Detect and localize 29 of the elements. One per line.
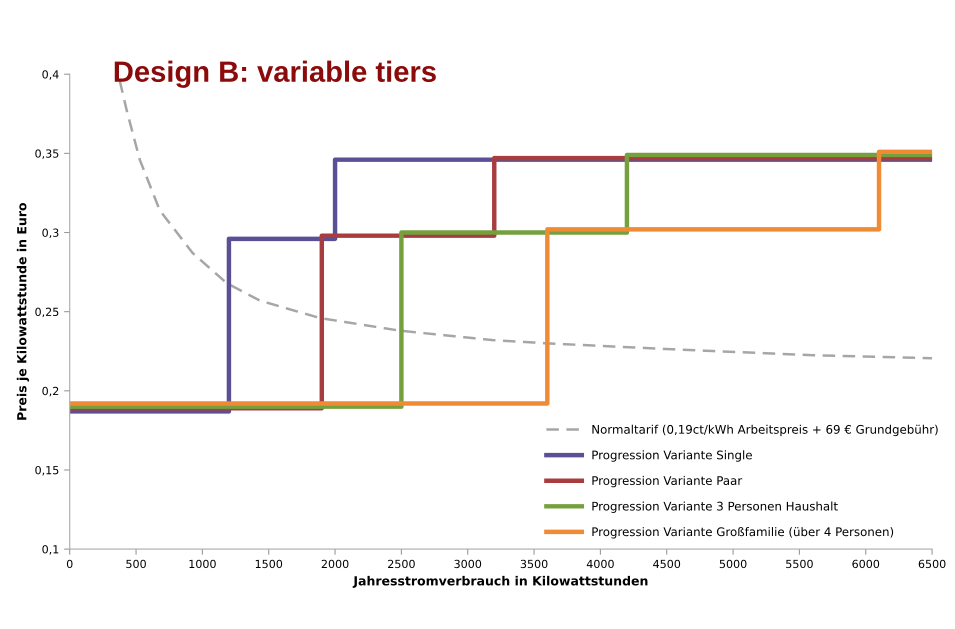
y-tick-label: 0,3: [42, 228, 58, 238]
legend-label: Progression Variante Single: [592, 450, 752, 462]
chart-title: Design B: variable tiers: [114, 60, 436, 88]
x-tick-label: 0: [66, 560, 73, 568]
y-tick-label: 0,2: [42, 386, 58, 396]
x-tick-label: 3000: [454, 560, 482, 568]
y-tick-label: 0,15: [35, 466, 58, 476]
x-axis-title: Jahresstromverbrauch in Kilowattstunden: [352, 576, 648, 588]
y-tick-label: 0,1: [42, 545, 58, 555]
x-tick-label: 2500: [388, 560, 415, 568]
y-axis-title: Preis je Kilowattstunde in Euro: [16, 202, 30, 420]
legend-label: Normaltarif (0,19ct/kWh Arbeitspreis + 69 € Grundgebühr): [592, 424, 938, 436]
x-tick-label: 6500: [918, 560, 946, 568]
y-tick-label: 0,4: [42, 70, 59, 80]
x-tick-label: 1000: [189, 560, 216, 568]
x-tick-label: 4500: [653, 560, 680, 568]
x-tick-label: 5500: [786, 560, 813, 568]
x-tick-label: 3500: [520, 560, 548, 568]
x-tick-label: 4000: [586, 560, 614, 568]
legend-label: Progression Variante 3 Personen Haushalt: [592, 501, 838, 513]
x-tick-label: 500: [126, 560, 146, 568]
x-tick-label: 1500: [256, 560, 282, 568]
y-tick-label: 0,25: [35, 308, 58, 318]
x-tick-label: 2000: [322, 560, 348, 568]
x-tick-label: 6000: [852, 560, 880, 568]
legend-label: Progression Variante Paar: [592, 476, 742, 488]
x-tick-label: 5000: [720, 560, 746, 568]
y-tick-label: 0,35: [35, 149, 58, 159]
legend-label: Progression Variante Großfamilie (über 4 Personen): [592, 527, 894, 538]
